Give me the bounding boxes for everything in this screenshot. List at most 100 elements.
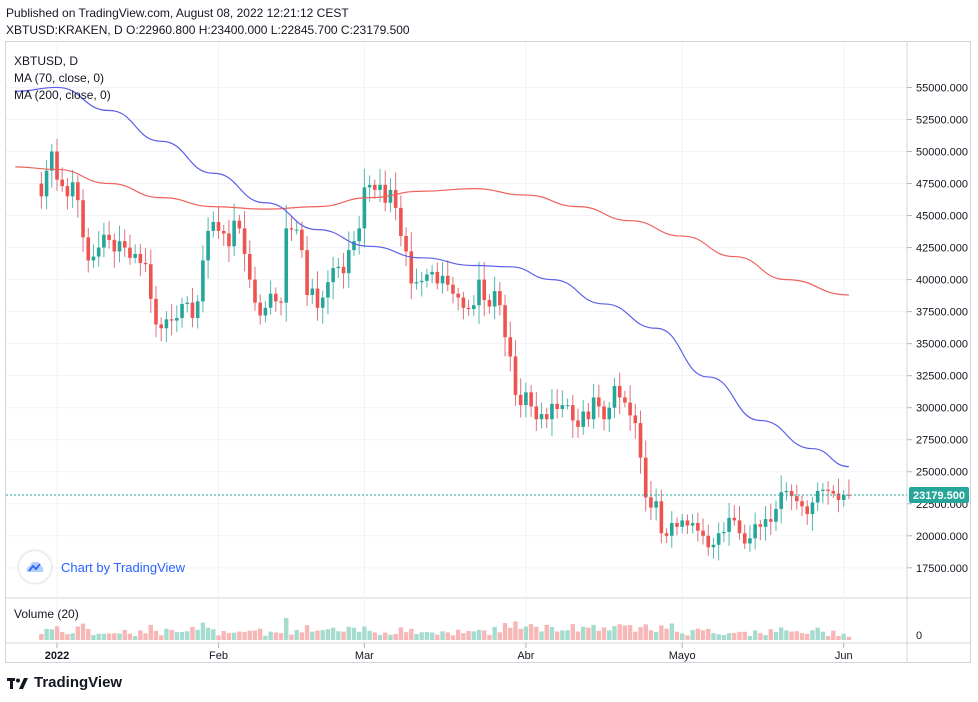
volume-bar [122, 629, 127, 640]
candle-body [362, 187, 367, 229]
volume-bar [742, 631, 747, 640]
volume-bar [492, 626, 497, 640]
volume-bar [586, 627, 591, 640]
candle-body [472, 305, 476, 310]
volume-bar [367, 630, 372, 640]
volume-bar [216, 635, 221, 640]
volume-bar [706, 628, 711, 640]
watermark[interactable]: Chart by TradingView [19, 551, 185, 583]
volume-bar [127, 633, 133, 640]
tradingview-logo-icon [7, 677, 28, 689]
candle-body [716, 533, 721, 545]
candle-body [706, 535, 711, 548]
candle-body [492, 291, 497, 307]
candle-body [399, 207, 403, 237]
volume-bar [372, 632, 378, 640]
candle-body [550, 403, 554, 420]
candle-body [753, 524, 757, 539]
candle-body [258, 302, 262, 316]
volume-bar [86, 628, 91, 640]
y-tick-label: 40000.000 [916, 275, 968, 287]
candle-body [742, 533, 747, 544]
tradingview-logo[interactable]: TradingView [6, 674, 122, 691]
candle-body [81, 200, 85, 238]
volume-bar [518, 628, 523, 640]
volume-bar [648, 630, 654, 640]
candle-body [690, 522, 695, 526]
volume-bar [252, 630, 258, 640]
volume-bar [721, 635, 727, 640]
candle-body [425, 274, 429, 281]
y-tick-label: 30000.000 [916, 403, 968, 415]
volume-bar [601, 627, 607, 640]
volume-bar [310, 631, 315, 640]
volume-bar [330, 627, 336, 640]
candle-body [591, 397, 596, 420]
candle-body [518, 394, 523, 406]
volume-bar [377, 634, 383, 640]
volume-bar [664, 628, 669, 640]
volume-bar [362, 626, 367, 640]
price-axis: 55000.000 52500.000 50000.000 47500.000 4500… [907, 82, 968, 642]
volume-bar [554, 631, 560, 640]
legend-ma70[interactable]: MA (70, close, 0) [14, 71, 105, 85]
candle-body [284, 228, 289, 303]
volume-bar [60, 632, 65, 640]
volume-bar [659, 625, 664, 640]
candle-body [404, 236, 408, 252]
volume-bar [653, 631, 659, 640]
volume-bar [419, 632, 424, 640]
candle-body [310, 288, 315, 295]
volume-bar [336, 631, 341, 640]
volume-bar [393, 633, 398, 640]
x-tick-label: Jun [835, 650, 853, 662]
candle-body [383, 184, 388, 203]
candle-body [565, 405, 570, 407]
volume-bar [440, 631, 445, 640]
candle-body [685, 520, 690, 526]
candle-body [414, 282, 419, 284]
candle-body [445, 275, 450, 285]
candle-body [268, 293, 273, 308]
grid [6, 42, 970, 662]
volume-bar [445, 632, 450, 640]
published-line: Published on TradingView.com, August 08,… [6, 6, 349, 20]
volume-bar [117, 633, 122, 640]
volume-bar [455, 629, 461, 640]
volume-bar [242, 631, 247, 640]
candle-body [768, 519, 773, 522]
legend-volume[interactable]: Volume (20) [14, 607, 79, 621]
volume-bars [39, 617, 852, 640]
volume-bar [638, 627, 643, 640]
candle-body [664, 533, 669, 536]
candle-body [701, 530, 705, 536]
candle-body [628, 402, 632, 416]
volume-bar [91, 635, 96, 640]
candle-body [461, 297, 466, 308]
volume-bar [346, 626, 351, 640]
legend-ma200[interactable]: MA (200, close, 0) [14, 88, 111, 102]
volume-bar [200, 622, 206, 640]
volume-bar [805, 633, 810, 640]
candle-body [60, 179, 65, 187]
legend-symbol[interactable]: XBTUSD, D [14, 54, 79, 68]
volume-bar [356, 631, 362, 640]
candle-body [300, 229, 304, 251]
candle-body [263, 307, 268, 316]
candle-body [508, 337, 513, 357]
volume-bar [471, 631, 476, 640]
volume-bar [461, 633, 466, 640]
volume-bar [409, 628, 414, 640]
candle-body [112, 239, 117, 252]
candle-body [576, 420, 580, 427]
volume-bar [226, 633, 232, 640]
volume-bar [304, 625, 310, 640]
chart-frame[interactable] [5, 41, 971, 663]
candle-body [466, 307, 471, 310]
volume-bar [159, 635, 164, 640]
volume-bar [539, 631, 544, 640]
y-tick-label: 17500.000 [916, 563, 968, 575]
candle-body [70, 182, 75, 197]
candle-body [346, 250, 351, 274]
